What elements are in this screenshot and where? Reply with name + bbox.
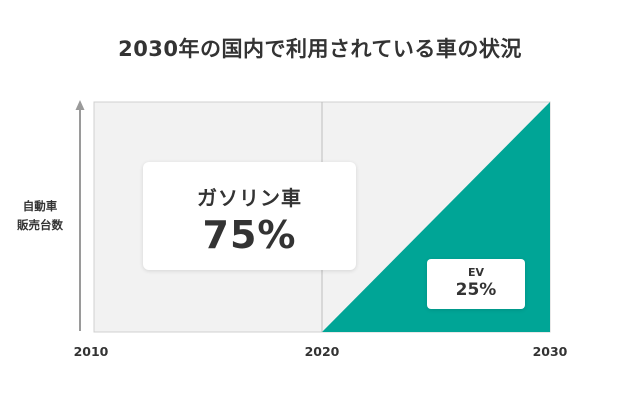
x-tick-label-2020: 2020 [305,344,340,359]
ev-series-name: EV [467,266,485,279]
y-axis-label-line-2: 販売台数 [17,218,63,232]
y-axis-label: 自動車 販売台数 [16,197,64,235]
ev-label-box: EV 25% [427,259,525,309]
chart-title: 2030年の国内で利用されている車の状況 [118,37,522,61]
gasoline-share-value: 75% [202,213,297,257]
y-axis-label-line-1: 自動車 [22,199,58,213]
y-axis-arrow-icon [75,100,85,110]
x-tick-labels: 2010 2020 2030 [74,344,568,359]
x-tick-label-2010: 2010 [74,344,109,359]
gasoline-series-name: ガソリン車 [197,186,302,210]
x-tick-label-2030: 2030 [533,344,568,359]
gasoline-label-box: ガソリン車 75% [143,162,356,270]
ev-share-value: 25% [455,280,497,300]
